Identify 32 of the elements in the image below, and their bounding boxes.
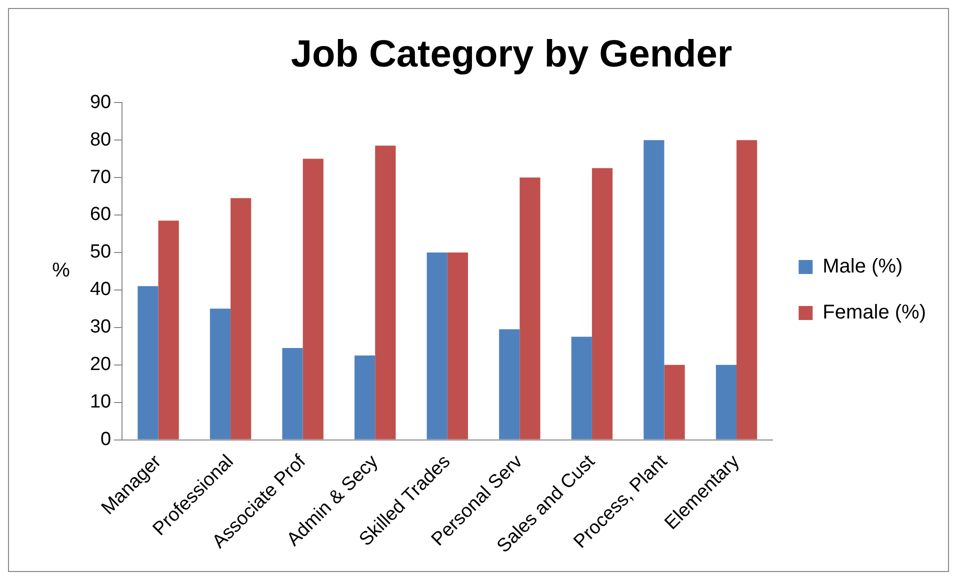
bar (354, 355, 376, 440)
bar (302, 158, 324, 440)
y-tick-label: 50 (90, 242, 112, 263)
bar (664, 364, 685, 440)
bar (230, 198, 252, 440)
y-tick-label: 70 (90, 166, 112, 188)
y-tick-label: 60 (90, 204, 112, 226)
bar (210, 308, 231, 440)
y-axis-title: % (52, 260, 70, 282)
bar (282, 348, 303, 440)
chart-title: Job Category by Gender (290, 33, 732, 76)
bar (592, 168, 613, 440)
legend-label: Female (%) (822, 302, 926, 324)
y-tick-label: 40 (90, 279, 112, 300)
bar (520, 178, 540, 440)
bar (138, 286, 158, 440)
y-tick-label: 30 (90, 316, 112, 338)
bar (375, 146, 396, 440)
bar (158, 220, 179, 440)
y-tick-label: 20 (90, 354, 112, 376)
y-tick-label: 90 (90, 92, 112, 113)
bar (447, 252, 468, 440)
legend-label: Male (%) (822, 256, 903, 278)
bar (716, 364, 737, 440)
bar (644, 140, 664, 440)
y-tick-label: 0 (100, 429, 112, 450)
bar (571, 336, 592, 440)
bar (499, 329, 520, 440)
y-tick-label: 10 (90, 392, 112, 413)
bar (426, 252, 448, 440)
y-tick-label: 80 (90, 129, 112, 150)
bar (736, 140, 758, 440)
